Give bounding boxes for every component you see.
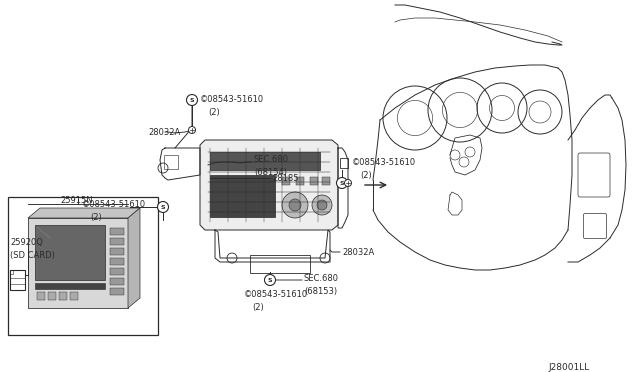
Circle shape: [344, 180, 351, 186]
Circle shape: [186, 94, 198, 106]
Bar: [164, 155, 178, 169]
Text: S: S: [161, 205, 165, 210]
Bar: [8, 197, 158, 335]
Bar: [10, 270, 25, 290]
Text: (2): (2): [360, 171, 372, 180]
Text: SEC.680: SEC.680: [254, 155, 289, 164]
Bar: [310, 177, 318, 185]
Polygon shape: [28, 208, 140, 218]
Text: SEC.680: SEC.680: [304, 274, 339, 283]
Circle shape: [337, 177, 348, 189]
Text: 28185: 28185: [272, 174, 298, 183]
Polygon shape: [28, 218, 128, 308]
Text: ©08543-51610: ©08543-51610: [200, 95, 264, 104]
Text: 28032A: 28032A: [148, 128, 180, 137]
Circle shape: [312, 195, 332, 215]
Circle shape: [264, 275, 275, 285]
Bar: [110, 248, 124, 255]
Text: S: S: [340, 181, 344, 186]
Text: (2): (2): [90, 213, 102, 222]
Text: S: S: [268, 278, 272, 283]
Bar: [35, 283, 105, 289]
Text: (68154): (68154): [254, 168, 287, 177]
Circle shape: [157, 202, 168, 212]
Polygon shape: [200, 140, 338, 230]
Circle shape: [282, 192, 308, 218]
Bar: [35, 225, 105, 280]
Bar: [110, 278, 124, 285]
Bar: [59, 292, 67, 300]
Bar: [37, 292, 45, 300]
Bar: [322, 177, 330, 185]
Bar: [110, 258, 124, 265]
Text: J28001LL: J28001LL: [548, 363, 590, 372]
Bar: [110, 288, 124, 295]
Text: (68153): (68153): [304, 287, 337, 296]
Circle shape: [289, 199, 301, 211]
Text: S: S: [189, 98, 195, 103]
Bar: [210, 175, 275, 217]
Text: ©08543-51610: ©08543-51610: [244, 290, 308, 299]
Text: (2): (2): [252, 303, 264, 312]
Bar: [48, 292, 56, 300]
Text: 25915N: 25915N: [60, 196, 93, 205]
Circle shape: [317, 200, 327, 210]
Text: (SD CARD): (SD CARD): [10, 251, 55, 260]
Circle shape: [189, 126, 195, 134]
Bar: [282, 177, 290, 185]
Bar: [110, 238, 124, 245]
Polygon shape: [128, 208, 140, 308]
Bar: [110, 268, 124, 275]
Bar: [250, 255, 310, 273]
Bar: [110, 228, 124, 235]
Bar: [70, 292, 78, 300]
Text: 25920Q: 25920Q: [10, 238, 43, 247]
Text: 28032A: 28032A: [342, 248, 374, 257]
Bar: [296, 177, 304, 185]
Bar: [210, 152, 320, 170]
Text: ©08543-51610: ©08543-51610: [352, 158, 416, 167]
Text: (2): (2): [208, 108, 220, 117]
Text: ©08543-51610: ©08543-51610: [82, 200, 146, 209]
Bar: [340, 158, 348, 168]
